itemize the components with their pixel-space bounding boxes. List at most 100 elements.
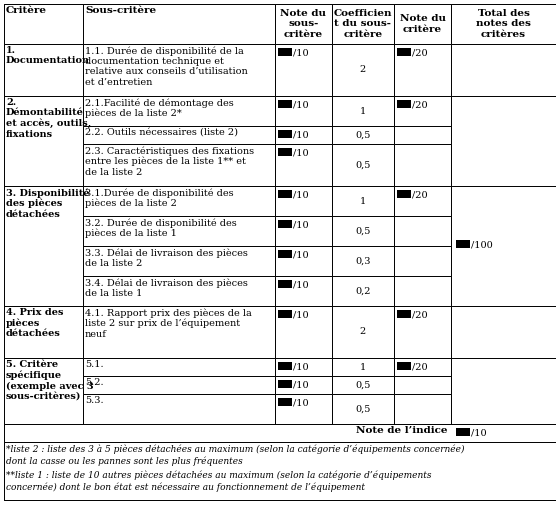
Text: /10: /10 xyxy=(293,130,309,139)
Bar xyxy=(83,358,275,376)
Bar xyxy=(332,144,394,186)
Bar xyxy=(332,276,394,306)
Bar xyxy=(394,44,451,96)
Bar xyxy=(83,376,275,394)
Bar xyxy=(4,358,83,424)
Text: 3.3. Délai de livraison des pièces
de la liste 2: 3.3. Délai de livraison des pièces de la… xyxy=(85,248,248,268)
Bar xyxy=(278,220,292,228)
Text: 1: 1 xyxy=(360,362,366,371)
Bar xyxy=(275,246,332,276)
Text: 5.3.: 5.3. xyxy=(85,396,103,405)
Bar xyxy=(332,246,394,276)
Text: Note de l’indice: Note de l’indice xyxy=(356,426,448,435)
Bar xyxy=(332,44,394,96)
Bar xyxy=(275,394,332,424)
Text: /10: /10 xyxy=(293,251,309,260)
Text: dont la casse ou les pannes sont les plus fréquentes: dont la casse ou les pannes sont les plu… xyxy=(6,457,243,467)
Bar xyxy=(4,424,556,442)
Bar xyxy=(275,306,332,358)
Bar xyxy=(83,96,275,126)
Bar xyxy=(4,186,83,306)
Text: /10: /10 xyxy=(293,311,309,320)
Bar xyxy=(394,96,451,126)
Bar xyxy=(278,280,292,288)
Text: 4. Prix des
pièces
détachées: 4. Prix des pièces détachées xyxy=(6,308,63,338)
Bar xyxy=(278,190,292,198)
Text: /20: /20 xyxy=(412,311,428,320)
Bar xyxy=(332,186,394,216)
Bar xyxy=(394,358,451,376)
Bar xyxy=(456,428,470,436)
Bar xyxy=(4,442,556,500)
Text: /100: /100 xyxy=(471,240,493,250)
Text: 3. Disponibilité
des pièces
détachées: 3. Disponibilité des pièces détachées xyxy=(6,188,90,219)
Bar xyxy=(83,216,275,246)
Bar xyxy=(332,216,394,246)
Text: 1.1. Durée de disponibilité de la
documentation technique et
relative aux consei: 1.1. Durée de disponibilité de la docume… xyxy=(85,46,248,87)
Text: /20: /20 xyxy=(412,362,428,371)
Bar xyxy=(275,96,332,126)
Text: /10: /10 xyxy=(293,362,309,371)
Bar xyxy=(275,4,332,44)
Bar xyxy=(83,4,275,44)
Bar xyxy=(332,4,394,44)
Bar xyxy=(332,394,394,424)
Bar xyxy=(278,100,292,108)
Bar xyxy=(4,96,83,186)
Bar xyxy=(275,126,332,144)
Text: concernée) dont le bon état est nécessaire au fonctionnement de l’équipement: concernée) dont le bon état est nécessai… xyxy=(6,483,365,493)
Text: 2.1.Facilité de démontage des
pièces de la liste 2*: 2.1.Facilité de démontage des pièces de … xyxy=(85,98,234,119)
Bar xyxy=(278,362,292,370)
Bar xyxy=(275,144,332,186)
Text: Critère: Critère xyxy=(6,6,47,15)
Bar xyxy=(332,306,394,358)
Bar xyxy=(278,310,292,318)
Text: 2.3. Caractéristiques des fixations
entre les pièces de la liste 1** et
de la li: 2.3. Caractéristiques des fixations entr… xyxy=(85,146,254,177)
Text: 0,5: 0,5 xyxy=(355,380,371,389)
Text: 4.1. Rapport prix des pièces de la
liste 2 sur prix de l’équipement
neuf: 4.1. Rapport prix des pièces de la liste… xyxy=(85,308,252,339)
Bar xyxy=(83,44,275,96)
Text: /20: /20 xyxy=(412,101,428,110)
Text: /20: /20 xyxy=(412,190,428,200)
Text: 0,5: 0,5 xyxy=(355,130,371,139)
Text: /10: /10 xyxy=(293,48,309,57)
Bar xyxy=(83,186,275,216)
Bar xyxy=(275,376,332,394)
Bar xyxy=(275,216,332,246)
Text: *liste 2 : liste des 3 à 5 pièces détachées au maximum (selon la catégorie d’équ: *liste 2 : liste des 3 à 5 pièces détach… xyxy=(6,444,464,453)
Text: 3.1.Durée de disponibilité des
pièces de la liste 2: 3.1.Durée de disponibilité des pièces de… xyxy=(85,188,234,209)
Text: Total des
notes des
critères: Total des notes des critères xyxy=(476,9,531,39)
Bar xyxy=(332,358,394,376)
Text: 0,5: 0,5 xyxy=(355,404,371,413)
Bar xyxy=(394,216,451,246)
Text: Coefficien
t du sous-
critère: Coefficien t du sous- critère xyxy=(334,9,392,39)
Bar xyxy=(332,126,394,144)
Text: 3.2. Durée de disponibilité des
pièces de la liste 1: 3.2. Durée de disponibilité des pièces d… xyxy=(85,218,237,238)
Text: /10: /10 xyxy=(293,398,309,408)
Bar xyxy=(275,44,332,96)
Text: 0,5: 0,5 xyxy=(355,161,371,170)
Text: /10: /10 xyxy=(293,380,309,389)
Text: Sous-critère: Sous-critère xyxy=(85,6,156,15)
Bar xyxy=(394,126,451,144)
Text: 5.1.: 5.1. xyxy=(85,360,103,369)
Bar xyxy=(278,398,292,406)
Bar xyxy=(332,96,394,126)
Bar xyxy=(275,358,332,376)
Bar xyxy=(394,246,451,276)
Bar xyxy=(456,240,470,248)
Bar xyxy=(394,276,451,306)
Text: Note du
sous-
critère: Note du sous- critère xyxy=(280,9,326,39)
Bar xyxy=(394,4,451,44)
Bar xyxy=(397,48,411,56)
Bar xyxy=(4,306,83,358)
Text: 2: 2 xyxy=(360,65,366,74)
Bar xyxy=(278,130,292,138)
Text: 2: 2 xyxy=(360,328,366,337)
Bar xyxy=(451,358,556,424)
Text: 2.
Démontabilité
et accès, outils,
fixations: 2. Démontabilité et accès, outils, fixat… xyxy=(6,98,91,139)
Text: /10: /10 xyxy=(293,101,309,110)
Text: 3.4. Délai de livraison des pièces
de la liste 1: 3.4. Délai de livraison des pièces de la… xyxy=(85,278,248,298)
Bar xyxy=(278,148,292,156)
Bar xyxy=(451,306,556,358)
